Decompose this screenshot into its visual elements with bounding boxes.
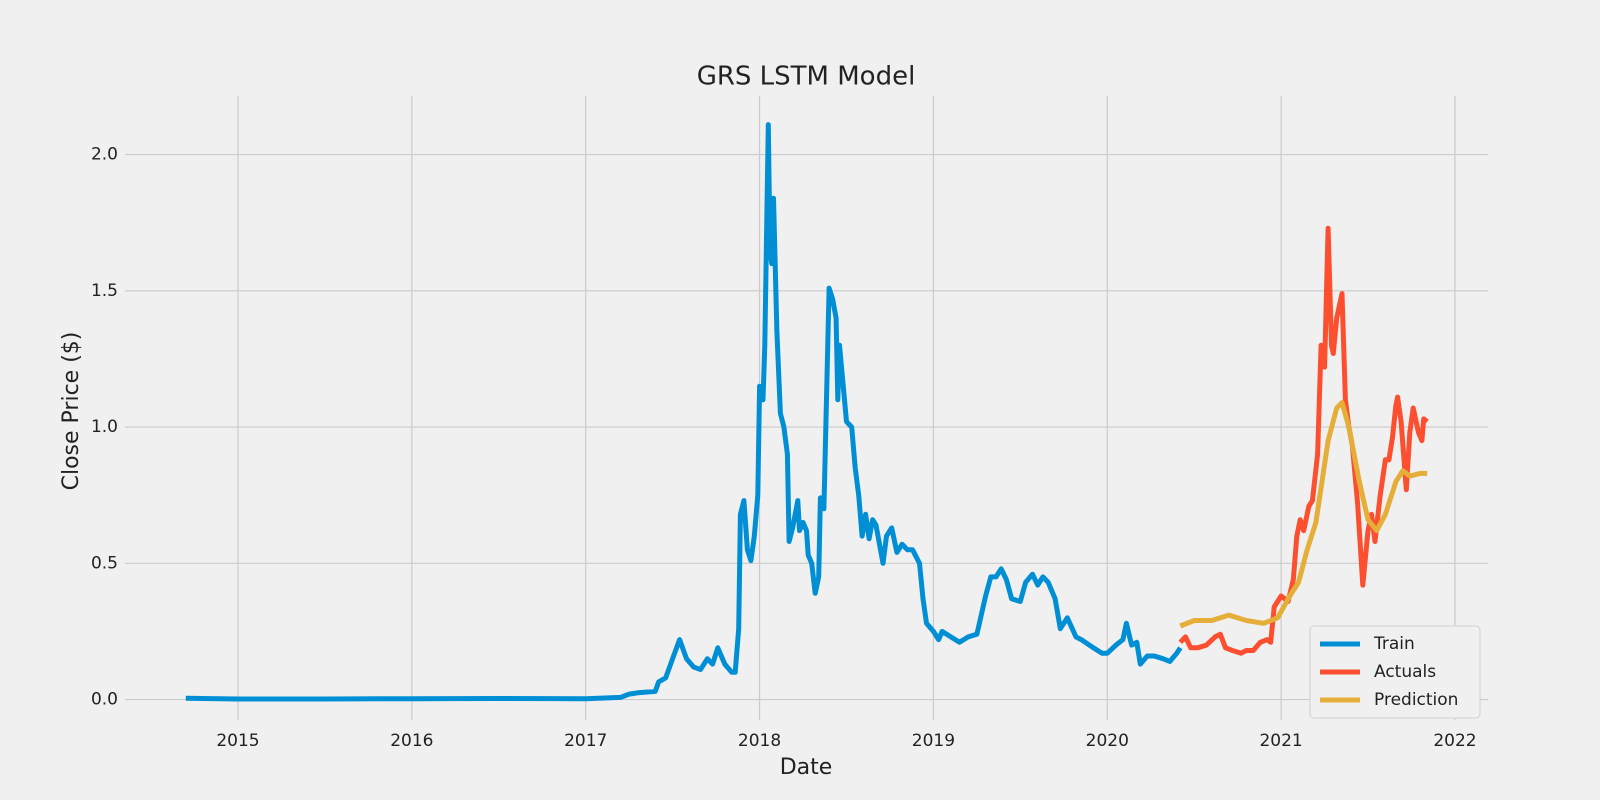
- y-tick-label: 1.0: [91, 417, 118, 437]
- x-axis-label: Date: [780, 755, 833, 780]
- legend: Train Actuals Prediction: [1309, 625, 1481, 719]
- legend-label: Prediction: [1374, 690, 1458, 710]
- x-tick-label: 2018: [738, 731, 781, 751]
- line-series: [1179, 400, 1428, 629]
- x-tick-label: 2021: [1259, 731, 1302, 751]
- y-tick-label: 0.5: [91, 553, 118, 573]
- line-series: [1178, 225, 1429, 656]
- chart-title: GRS LSTM Model: [697, 62, 916, 92]
- legend-label: Actuals: [1374, 662, 1436, 682]
- y-tick-label: 2.0: [91, 145, 118, 165]
- y-tick-label: 1.5: [91, 281, 118, 301]
- x-tick-label: 2020: [1086, 731, 1129, 751]
- y-axis-label: Close Price ($): [59, 332, 84, 491]
- legend-box: [1309, 625, 1481, 719]
- line-series: [185, 122, 1183, 702]
- x-tick-label: 2019: [912, 731, 955, 751]
- x-tick-label: 2015: [216, 731, 259, 751]
- x-tick-label: 2017: [564, 731, 607, 751]
- legend-label: Train: [1373, 634, 1415, 654]
- x-tick-label: 2022: [1433, 731, 1476, 751]
- x-tick-label: 2016: [390, 731, 433, 751]
- y-tick-label: 0.0: [91, 690, 118, 710]
